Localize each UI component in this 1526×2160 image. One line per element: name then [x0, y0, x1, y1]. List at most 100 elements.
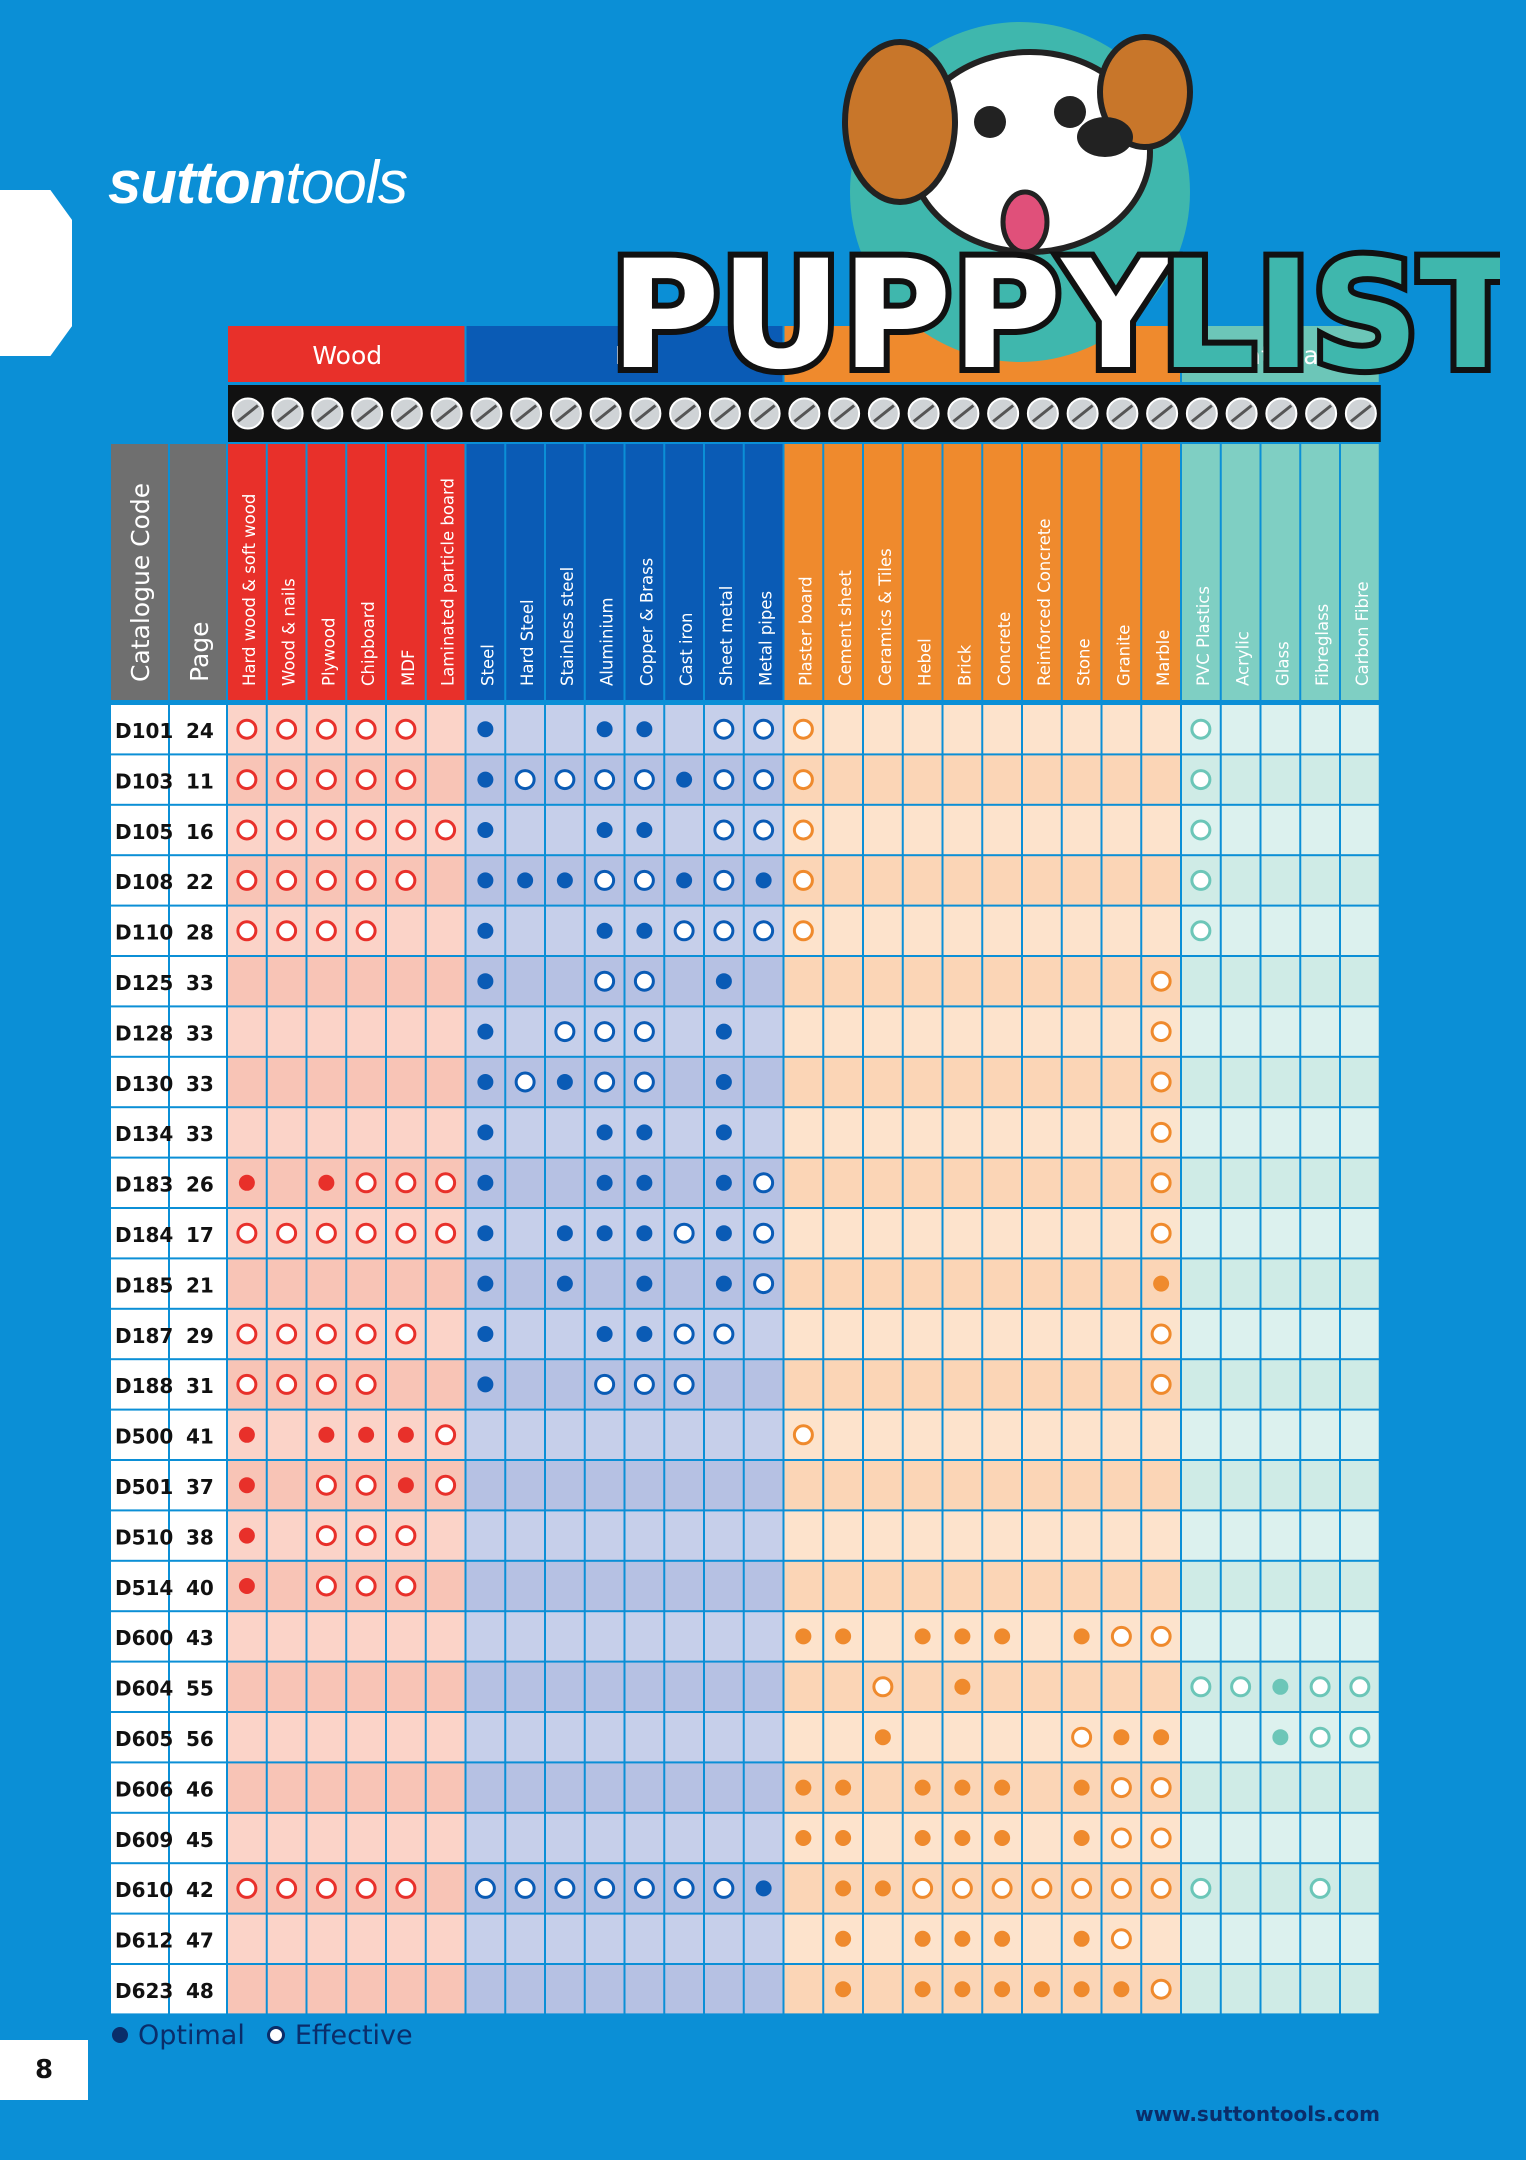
column-header-cell [387, 444, 425, 700]
table-cell [506, 1612, 544, 1661]
optimal-mark [636, 1225, 653, 1242]
table-cell [1221, 1713, 1260, 1762]
table-cell [426, 1259, 465, 1308]
table-cell [506, 1965, 544, 2014]
table-cell [744, 1612, 783, 1661]
optimal-mark [874, 1880, 891, 1897]
row-code-cell [111, 1410, 168, 1459]
table-cell [506, 957, 544, 1006]
table-cell [665, 1763, 703, 1812]
optimal-mark [1272, 1678, 1289, 1695]
table-cell [1261, 1965, 1300, 2014]
optimal-mark [477, 973, 494, 990]
effective-mark [236, 1373, 258, 1395]
catalogue-code: D187 [115, 1324, 173, 1348]
table-cell [585, 1259, 624, 1308]
table-cell [1301, 1813, 1339, 1863]
table-cell [705, 1662, 743, 1711]
table-cell [1182, 1511, 1220, 1560]
table-cell [228, 1259, 266, 1308]
optimal-mark [477, 872, 494, 889]
catalogue-code: D609 [115, 1828, 173, 1852]
column-header-cell [1261, 444, 1300, 700]
table-cell [1023, 1309, 1061, 1359]
table-cell [1023, 705, 1061, 754]
material-icon-stroke [912, 404, 935, 423]
material-icon-stroke [1111, 404, 1134, 423]
table-cell [903, 1108, 942, 1157]
table-cell [347, 1057, 385, 1107]
material-icon-stroke [1270, 404, 1293, 423]
column-header-label: Hard Steel [518, 599, 537, 686]
table-cell [864, 1410, 902, 1459]
column-header-label: Aluminium [598, 597, 617, 686]
table-cell [864, 1209, 902, 1258]
optimal-mark [358, 1426, 375, 1443]
catalogue-code: D605 [115, 1727, 173, 1751]
effective-mark [355, 769, 377, 791]
effective-mark [1150, 1777, 1172, 1799]
optimal-mark [715, 1124, 732, 1141]
effective-mark [435, 819, 457, 841]
table-cell [506, 1158, 544, 1207]
table-cell [1182, 1813, 1220, 1863]
table-cell [1102, 1057, 1141, 1107]
effective-mark [673, 920, 695, 942]
table-cell [824, 1057, 862, 1107]
table-cell [1221, 957, 1260, 1006]
table-cell [1182, 1209, 1220, 1258]
table-cell [1062, 1158, 1101, 1207]
table-cell [1142, 805, 1180, 855]
optimal-mark [755, 1880, 772, 1897]
optimal-mark [994, 1981, 1011, 1998]
table-cell [1261, 1813, 1300, 1863]
catalogue-code: D105 [115, 820, 173, 844]
optimal-mark [1113, 1981, 1130, 1998]
table-cell [1301, 1511, 1339, 1560]
table-cell [1142, 1561, 1180, 1611]
catalogue-code: D125 [115, 971, 173, 995]
table-cell [784, 1108, 823, 1157]
optimal-mark [954, 1628, 971, 1645]
table-cell [347, 1259, 385, 1308]
page-reference: 45 [186, 1828, 214, 1852]
table-cell [1182, 1965, 1220, 2014]
table-cell [1023, 1057, 1061, 1107]
table-cell [546, 1561, 584, 1611]
table-cell [784, 1965, 823, 2014]
table-cell [228, 1713, 266, 1762]
material-icon-stroke [1190, 404, 1213, 423]
table-cell [903, 805, 942, 855]
table-cell [387, 1763, 425, 1812]
table-cell [1301, 1561, 1339, 1611]
column-header-label: Stone [1075, 638, 1094, 686]
row-page-cell [170, 1057, 226, 1107]
table-cell [665, 1965, 703, 2014]
material-icon-stroke [1349, 404, 1372, 423]
effective-mark [872, 1676, 894, 1698]
table-cell [824, 1360, 862, 1409]
effective-mark [554, 1877, 576, 1899]
table-cell [506, 1813, 544, 1863]
column-header-label: Cast iron [677, 612, 696, 686]
table-cell [1023, 856, 1061, 905]
table-cell [1062, 1410, 1101, 1459]
table-cell [665, 1108, 703, 1157]
table-cell [506, 705, 544, 754]
column-header-label: Ceramics & Tiles [876, 548, 895, 686]
table-cell [1182, 1158, 1220, 1207]
effective-mark [355, 1323, 377, 1345]
row-page-cell [170, 906, 226, 955]
table-cell [1221, 1965, 1260, 2014]
effective-mark [355, 718, 377, 740]
table-cell [1301, 1007, 1339, 1056]
effective-mark [1150, 1625, 1172, 1647]
page-reference: 31 [186, 1374, 214, 1398]
effective-mark [792, 869, 814, 891]
table-cell [1341, 1209, 1379, 1258]
effective-mark [594, 769, 616, 791]
table-cell [466, 1511, 505, 1560]
optimal-dot-icon [112, 2027, 128, 2043]
material-icon-stroke [634, 404, 657, 423]
table-cell [585, 1561, 624, 1611]
